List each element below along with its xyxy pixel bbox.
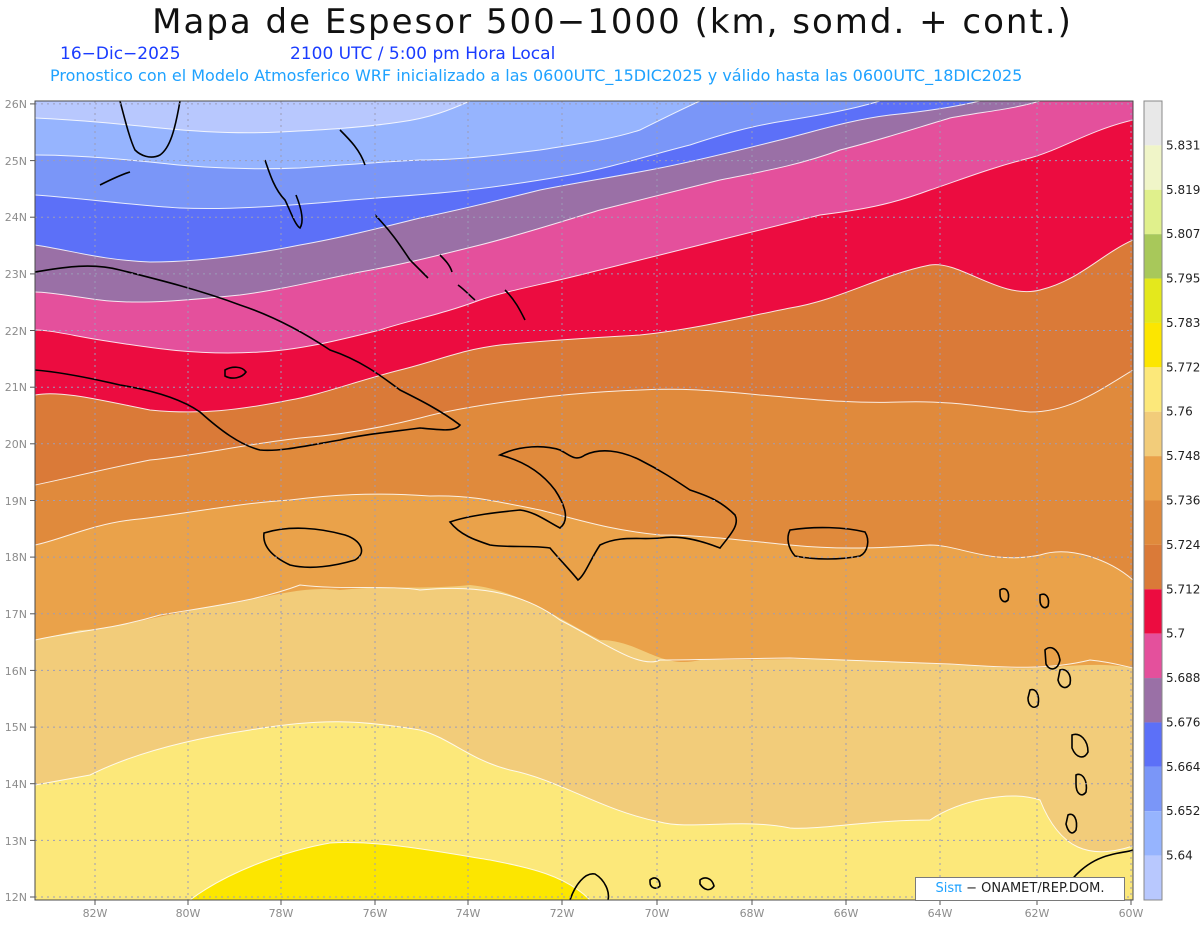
colorbar-level-label: 5.7 <box>1166 627 1185 641</box>
colorbar-level-label: 5.76 <box>1166 405 1193 419</box>
colorbar-level-label: 5.819 <box>1166 183 1200 197</box>
colorbar-level-label: 5.712 <box>1166 582 1200 596</box>
map-title: Mapa de Espesor 500−1000 (km, somd. + co… <box>152 2 1073 42</box>
longitude-axis: 82W 80W 78W 76W 74W 72W 70W 68W 66W 64W … <box>83 907 1144 920</box>
contour-lines <box>35 101 1133 900</box>
colorbar-swatch <box>1144 544 1162 590</box>
lat-label: 12N <box>5 891 27 904</box>
colorbar-swatch <box>1144 278 1162 323</box>
lat-label: 21N <box>5 381 27 394</box>
lat-label: 26N <box>5 98 27 111</box>
lon-label: 64W <box>928 907 953 920</box>
lon-label: 60W <box>1119 907 1144 920</box>
contour-fill-layer <box>35 101 1133 900</box>
colorbar: 5.831 5.819 5.807 5.795 5.783 5.772 5.76 5.748 5… <box>1143 100 1200 901</box>
credit-text: − ONAMET/REP.DOM. <box>966 881 1105 896</box>
lon-label: 68W <box>740 907 765 920</box>
lon-label: 70W <box>645 907 670 920</box>
lon-label: 72W <box>550 907 575 920</box>
colorbar-swatch <box>1144 500 1162 545</box>
colorbar-level-label: 5.688 <box>1166 671 1200 685</box>
sispi-logo: Sisπ <box>935 881 962 896</box>
colorbar-swatch <box>1144 766 1162 812</box>
forecast-date: 16−Dic−2025 <box>60 44 181 64</box>
colorbar-level-label: 5.64 <box>1166 849 1193 863</box>
colorbar-swatch <box>1144 367 1162 412</box>
colorbar-level-label: 5.736 <box>1166 494 1200 508</box>
lat-label: 13N <box>5 835 27 848</box>
colorbar-level-label: 5.664 <box>1166 760 1200 774</box>
lon-label: 66W <box>834 907 859 920</box>
colorbar-swatch <box>1144 678 1162 723</box>
latitude-axis: 26N 25N 24N 23N 22N 21N 20N 19N 18N 17N … <box>5 98 27 904</box>
graticule <box>35 101 1133 900</box>
colorbar-swatch <box>1144 234 1162 279</box>
lat-label: 24N <box>5 211 27 224</box>
lat-label: 25N <box>5 155 27 168</box>
colorbar-swatch <box>1144 145 1162 190</box>
latitude-ticks <box>30 103 35 898</box>
lon-label: 80W <box>176 907 201 920</box>
colorbar-swatch <box>1144 456 1162 501</box>
colorbar-swatch <box>1144 855 1162 900</box>
colorbar-level-label: 5.807 <box>1166 227 1200 241</box>
band-5772 <box>190 842 590 900</box>
lat-label: 22N <box>5 325 27 338</box>
coastlines <box>35 101 1133 900</box>
colorbar-level-label: 5.652 <box>1166 804 1200 818</box>
lat-label: 23N <box>5 268 27 281</box>
colorbar-level-label: 5.748 <box>1166 449 1200 463</box>
lat-label: 16N <box>5 665 27 678</box>
colorbar-level-label: 5.724 <box>1166 538 1200 552</box>
lat-label: 20N <box>5 438 27 451</box>
forecast-time: 2100 UTC / 5:00 pm Hora Local <box>290 44 556 64</box>
colorbar-swatch <box>1144 322 1162 368</box>
lat-label: 17N <box>5 608 27 621</box>
band-below-5640 <box>35 101 470 133</box>
lat-label: 19N <box>5 495 27 508</box>
colorbar-level-label: 5.831 <box>1166 138 1200 152</box>
lon-label: 82W <box>83 907 108 920</box>
colorbar-swatch <box>1144 101 1162 146</box>
colorbar-swatch <box>1144 189 1162 235</box>
colorbar-swatch <box>1144 589 1162 634</box>
colorbar-swatch <box>1144 633 1162 679</box>
colorbar-swatch <box>1144 411 1162 457</box>
colorbar-level-label: 5.676 <box>1166 715 1200 729</box>
colorbar-swatch <box>1144 811 1162 856</box>
lon-label: 78W <box>269 907 294 920</box>
lat-label: 14N <box>5 778 27 791</box>
lon-label: 76W <box>363 907 388 920</box>
credit-box: Sisπ − ONAMET/REP.DOM. <box>915 877 1125 901</box>
colorbar-level-label: 5.783 <box>1166 316 1200 330</box>
colorbar-level-label: 5.772 <box>1166 360 1200 374</box>
colorbar-frame <box>1143 100 1163 901</box>
model-subtitle: Pronostico con el Modelo Atmosferico WRF… <box>50 66 1023 85</box>
lat-label: 15N <box>5 721 27 734</box>
lon-label: 74W <box>456 907 481 920</box>
lon-label: 62W <box>1025 907 1050 920</box>
lat-label: 18N <box>5 551 27 564</box>
colorbar-swatch <box>1144 722 1162 767</box>
colorbar-level-label: 5.795 <box>1166 272 1200 286</box>
